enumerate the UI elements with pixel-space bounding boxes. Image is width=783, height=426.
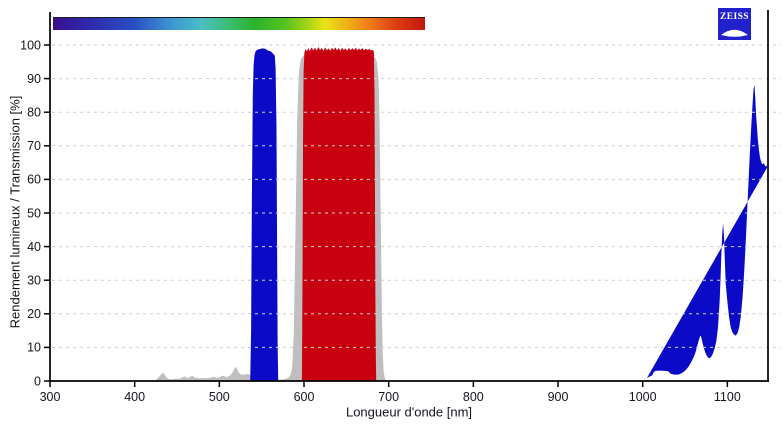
visible-light-spectrum-bar bbox=[53, 17, 425, 30]
y-tick-label-20: 20 bbox=[27, 307, 41, 321]
x-tick-label-800: 800 bbox=[463, 390, 484, 404]
series-red-band-600-685nm bbox=[301, 47, 377, 381]
chart-gridlines bbox=[52, 44, 781, 348]
x-tick-label-1100: 1100 bbox=[714, 390, 741, 404]
y-tick-label-100: 100 bbox=[20, 38, 41, 52]
x-tick-label-900: 900 bbox=[548, 390, 569, 404]
x-tick-label-600: 600 bbox=[294, 390, 315, 404]
x-tick-label-400: 400 bbox=[124, 390, 145, 404]
series-blue-infrared-band-1000-1148nm bbox=[645, 85, 768, 382]
zeiss-logo: ZEISS bbox=[718, 8, 751, 40]
x-tick-label-700: 700 bbox=[378, 390, 399, 404]
y-axis-title: Rendement lumineux / Transmission [%] bbox=[7, 95, 23, 329]
zeiss-logo-text: ZEISS bbox=[720, 12, 749, 22]
x-tick-label-500: 500 bbox=[209, 390, 230, 404]
y-tick-label-0: 0 bbox=[34, 374, 41, 388]
y-tick-label-50: 50 bbox=[27, 206, 41, 220]
x-tick-label-1000: 1000 bbox=[629, 390, 657, 404]
chart-tick-labels: 300 400 500 600 700 800 900 1000 1100 0 10 20 30 40 50… bbox=[20, 38, 741, 404]
y-tick-label-40: 40 bbox=[27, 240, 41, 254]
y-tick-label-60: 60 bbox=[27, 173, 41, 187]
chart-axes bbox=[49, 10, 769, 382]
chart-tick-marks bbox=[44, 44, 729, 387]
y-tick-label-10: 10 bbox=[27, 341, 41, 355]
x-tick-label-300: 300 bbox=[40, 390, 61, 404]
chart-series-fills bbox=[155, 47, 768, 382]
x-axis-title: Longueur d'onde [nm] bbox=[345, 404, 473, 420]
y-tick-label-80: 80 bbox=[27, 106, 41, 120]
y-tick-label-70: 70 bbox=[27, 139, 41, 153]
y-tick-label-30: 30 bbox=[27, 274, 41, 288]
y-tick-label-90: 90 bbox=[27, 72, 41, 86]
zeiss-lens-icon bbox=[721, 29, 748, 37]
series-blue-band-540-568nm bbox=[250, 48, 279, 382]
